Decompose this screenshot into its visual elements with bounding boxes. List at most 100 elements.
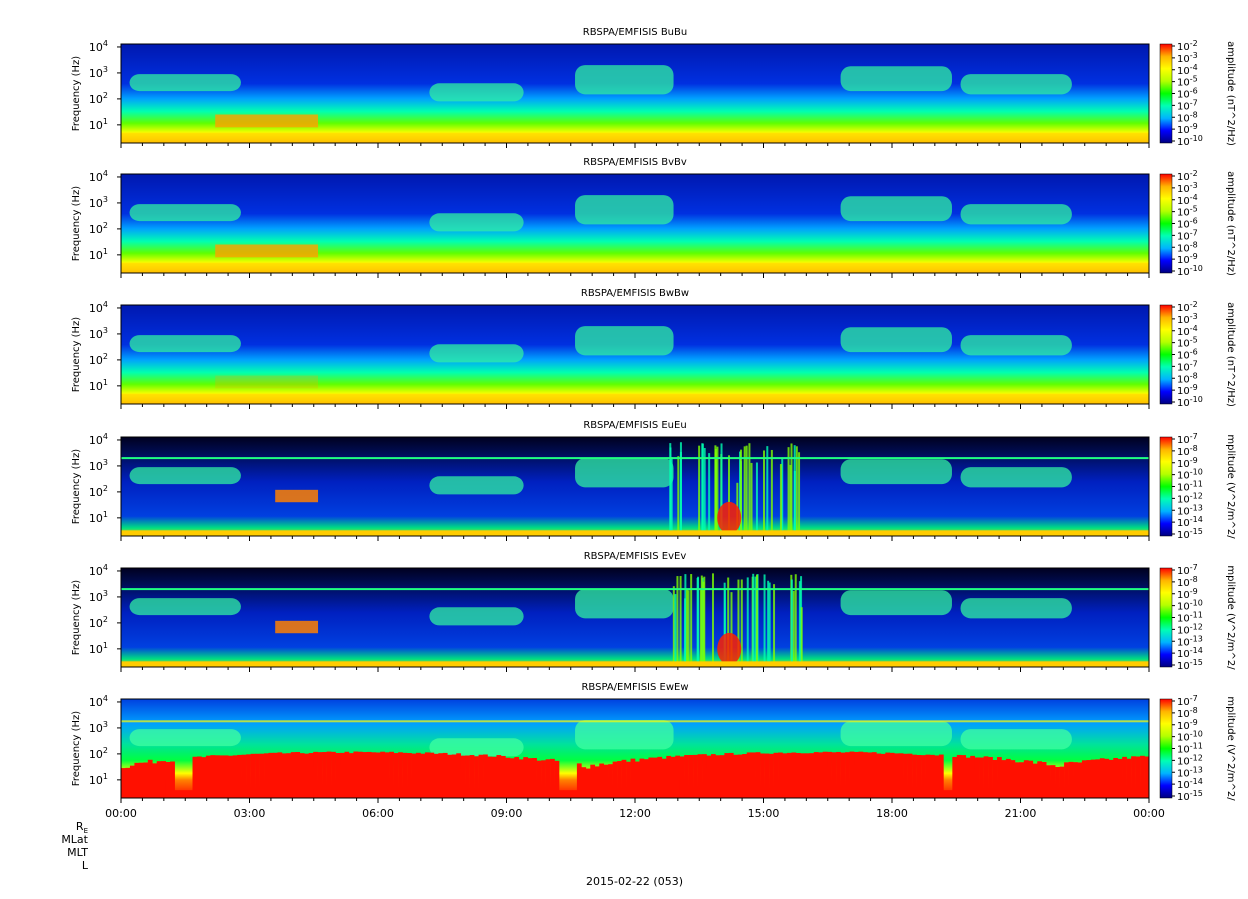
colorbar-tick-exp: -3 — [1190, 181, 1198, 190]
emission-band — [429, 213, 524, 232]
comb-line — [353, 751, 359, 798]
comb-line — [1023, 760, 1029, 798]
comb-line — [983, 756, 989, 798]
colorbar-tick-exp: -2 — [1190, 300, 1198, 309]
y-tick-label: 103 — [89, 65, 108, 80]
comb-line — [322, 752, 327, 798]
colorbar-tick-label: 10-10 — [1177, 264, 1203, 278]
comb-line — [465, 755, 470, 798]
comb-line — [161, 761, 166, 798]
comb-line — [174, 790, 180, 798]
comb-line — [795, 752, 801, 798]
comb-line — [415, 752, 421, 798]
colorbar-tick-exp: -9 — [1190, 718, 1198, 727]
comb-line — [438, 753, 444, 798]
comb-line — [1001, 760, 1007, 798]
comb-line — [1126, 758, 1132, 798]
comb-line — [272, 752, 278, 798]
burst-line — [708, 453, 711, 536]
y-tick-exp: 1 — [103, 641, 108, 650]
comb-line — [1108, 759, 1114, 798]
comb-line — [867, 752, 873, 798]
comb-line — [822, 751, 828, 798]
comb-line — [232, 755, 238, 798]
y-tick-label: 102 — [89, 221, 108, 236]
y-axis-label: Frequency (Hz) — [71, 56, 82, 132]
emission-band — [575, 195, 674, 225]
colorbar-label: mplitude (V^2/m^2/ — [1225, 434, 1236, 539]
comb-line — [170, 761, 175, 798]
burst-line — [754, 576, 757, 667]
emission-band — [840, 721, 952, 747]
comb-line — [608, 764, 613, 798]
burst-line — [669, 447, 672, 536]
comb-line — [340, 752, 345, 798]
y-axis-label: Frequency (Hz) — [71, 317, 82, 393]
colorbar-tick-exp: -7 — [1190, 228, 1198, 237]
comb-line — [733, 754, 739, 798]
line-emission — [121, 457, 1149, 460]
burst-line — [790, 579, 793, 667]
burst-line — [670, 457, 673, 536]
emission-band — [840, 327, 952, 353]
burst-line — [770, 449, 773, 536]
comb-line — [782, 753, 788, 798]
colorbar-label: amplitude (nT^2/Hz) — [1225, 302, 1236, 407]
comb-line — [398, 752, 403, 798]
comb-line — [791, 752, 797, 798]
comb-line — [836, 751, 841, 798]
colorbar-tick-exp: -9 — [1190, 383, 1198, 392]
burst-line — [800, 607, 803, 667]
comb-line — [344, 751, 350, 798]
burst-line — [752, 573, 755, 667]
comb-line — [317, 752, 323, 798]
comb-line — [1140, 755, 1145, 798]
comb-line — [357, 751, 363, 798]
comb-line — [1037, 761, 1043, 798]
spectrogram-features — [121, 195, 1149, 273]
colorbar-tick-exp: -8 — [1190, 110, 1198, 119]
low-frequency-band — [121, 132, 1149, 143]
comb-line — [527, 758, 533, 798]
emission-band — [129, 598, 241, 616]
comb-line — [219, 755, 225, 798]
y-tick-label: 101 — [89, 378, 108, 393]
comb-line — [1055, 767, 1060, 798]
comb-line — [916, 754, 922, 798]
emission-band — [429, 476, 524, 495]
comb-line — [974, 757, 980, 798]
comb-line — [478, 754, 484, 798]
comb-line — [138, 762, 144, 798]
colorbar-tick-exp: -8 — [1190, 706, 1198, 715]
y-tick-exp: 1 — [103, 510, 108, 519]
comb-line — [657, 756, 663, 798]
colorbar-label: amplitude (nT^2/Hz) — [1225, 41, 1236, 146]
comb-line — [402, 752, 408, 798]
burst-line — [723, 582, 726, 667]
comb-line — [214, 755, 220, 798]
colorbar-tick-label: 10-10 — [1177, 134, 1203, 148]
comb-line — [635, 761, 640, 798]
spectrogram-features — [121, 442, 1149, 536]
comb-line — [755, 752, 761, 798]
comb-line — [1135, 756, 1141, 798]
burst-line — [727, 455, 730, 536]
emission-patch — [215, 114, 319, 128]
burst-line — [730, 592, 733, 667]
burst-line — [795, 446, 798, 536]
comb-line — [469, 755, 475, 798]
emission-band — [960, 729, 1072, 750]
comb-line — [295, 751, 301, 798]
y-tick-label: 103 — [89, 326, 108, 341]
colorbar-tick-exp: -14 — [1190, 515, 1203, 524]
comb-line — [196, 756, 202, 798]
y-axis-label: Frequency (Hz) — [71, 711, 82, 787]
y-tick-label: 102 — [89, 615, 108, 630]
comb-line — [313, 751, 318, 798]
spectrogram-features — [121, 573, 1149, 667]
colorbar-tick-exp: -9 — [1190, 456, 1198, 465]
comb-line — [912, 754, 917, 798]
burst-line — [698, 445, 701, 536]
comb-line — [393, 753, 399, 798]
